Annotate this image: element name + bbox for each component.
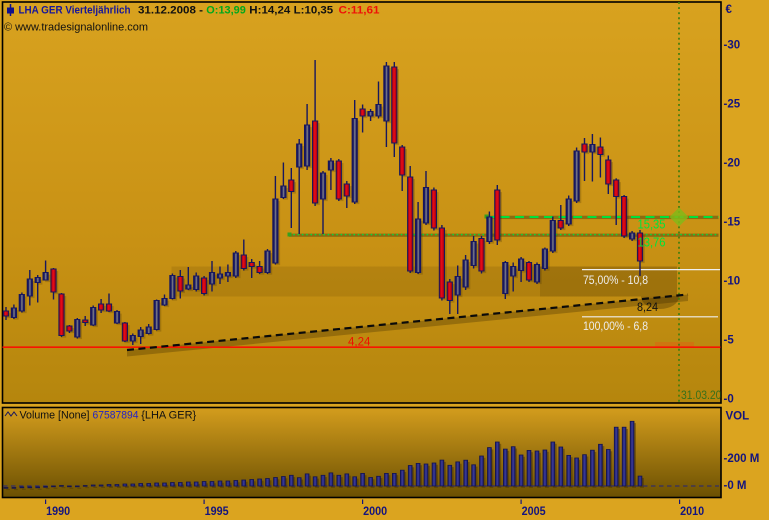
svg-text:31.03.2010: 31.03.2010 <box>681 390 733 402</box>
svg-text:-30: -30 <box>724 40 741 52</box>
svg-text:75,00% - 10,8: 75,00% - 10,8 <box>583 275 648 287</box>
svg-text:-0: -0 <box>724 394 734 406</box>
svg-text:-200 M: -200 M <box>724 453 760 465</box>
svg-text:{LHA GER}: {LHA GER} <box>141 410 196 422</box>
svg-text:1990: 1990 <box>46 506 70 518</box>
svg-text:-25: -25 <box>724 99 741 111</box>
svg-text:LHA GER Vierteljährlich: LHA GER Vierteljährlich <box>19 5 131 17</box>
svg-text:8,24: 8,24 <box>637 302 659 314</box>
svg-text:-20: -20 <box>724 158 741 170</box>
svg-text:-5: -5 <box>724 335 735 347</box>
svg-text:31.12.2008 -: 31.12.2008 - <box>138 5 203 17</box>
svg-text:-15: -15 <box>724 217 741 229</box>
svg-text:Volume [None]: Volume [None] <box>20 410 90 422</box>
svg-text:2000: 2000 <box>363 506 387 518</box>
svg-text:VOL: VOL <box>726 411 750 423</box>
svg-text:€: € <box>726 4 733 16</box>
svg-text:© www.tradesignalonline.com: © www.tradesignalonline.com <box>4 22 148 34</box>
svg-text:L:10,35: L:10,35 <box>294 5 334 17</box>
svg-text:2005: 2005 <box>522 506 547 518</box>
svg-text:-0 M: -0 M <box>724 480 747 492</box>
svg-text:67587894: 67587894 <box>93 410 139 422</box>
svg-text:1995: 1995 <box>205 506 230 518</box>
svg-text:100,00% - 6,8: 100,00% - 6,8 <box>583 321 648 333</box>
svg-text:C:11,61: C:11,61 <box>339 5 380 17</box>
svg-text:-10: -10 <box>724 276 741 288</box>
svg-text:H:14,24: H:14,24 <box>249 5 291 17</box>
svg-text:13,76: 13,76 <box>638 236 666 250</box>
svg-text:2010: 2010 <box>680 506 704 518</box>
svg-text:O:13,99: O:13,99 <box>206 5 246 17</box>
svg-text:4,24: 4,24 <box>348 337 371 349</box>
svg-text:15,35: 15,35 <box>638 218 666 232</box>
